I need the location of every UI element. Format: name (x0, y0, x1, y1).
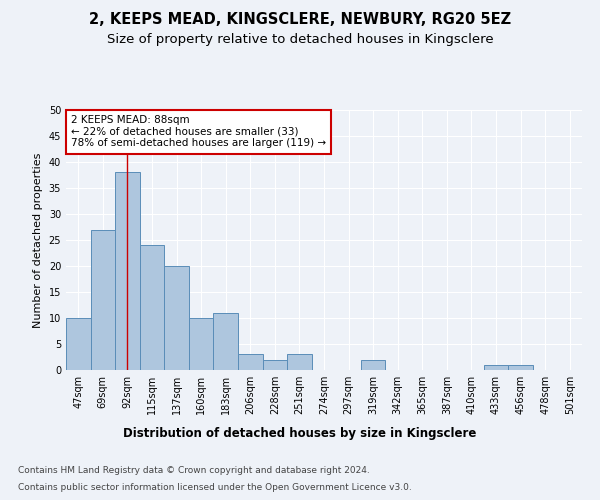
Text: 2, KEEPS MEAD, KINGSCLERE, NEWBURY, RG20 5EZ: 2, KEEPS MEAD, KINGSCLERE, NEWBURY, RG20… (89, 12, 511, 28)
Y-axis label: Number of detached properties: Number of detached properties (33, 152, 43, 328)
Text: Distribution of detached houses by size in Kingsclere: Distribution of detached houses by size … (124, 428, 476, 440)
Text: Contains public sector information licensed under the Open Government Licence v3: Contains public sector information licen… (18, 482, 412, 492)
Bar (214, 313, 238, 370)
Bar (66, 318, 91, 370)
Bar (361, 360, 385, 370)
Bar (91, 230, 115, 370)
Bar (164, 266, 189, 370)
Bar (189, 318, 214, 370)
Bar (508, 365, 533, 370)
Bar (115, 172, 140, 370)
Bar (263, 360, 287, 370)
Bar (238, 354, 263, 370)
Text: Contains HM Land Registry data © Crown copyright and database right 2024.: Contains HM Land Registry data © Crown c… (18, 466, 370, 475)
Bar (140, 245, 164, 370)
Bar (484, 365, 508, 370)
Text: Size of property relative to detached houses in Kingsclere: Size of property relative to detached ho… (107, 32, 493, 46)
Bar (287, 354, 312, 370)
Text: 2 KEEPS MEAD: 88sqm
← 22% of detached houses are smaller (33)
78% of semi-detach: 2 KEEPS MEAD: 88sqm ← 22% of detached ho… (71, 115, 326, 148)
